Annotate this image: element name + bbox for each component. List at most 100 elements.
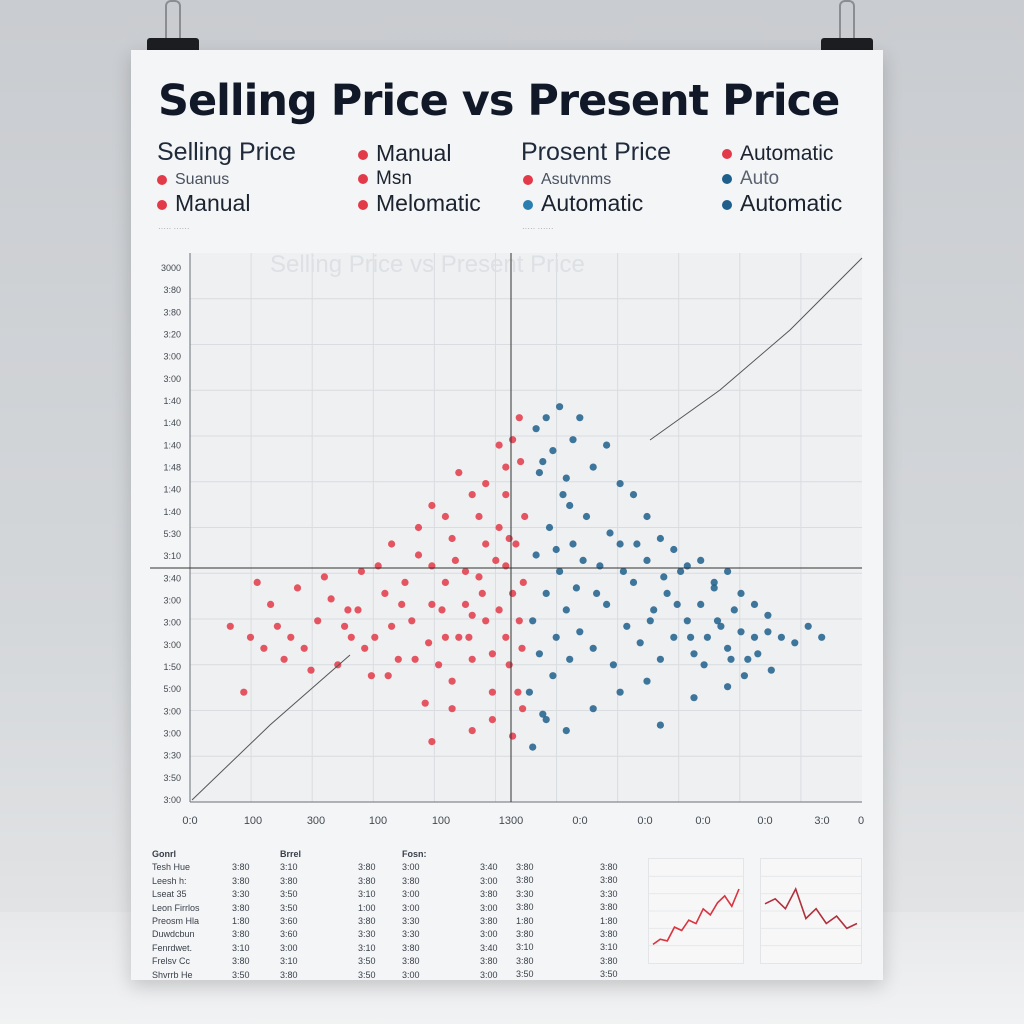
- scatter-point: [246, 633, 255, 641]
- scatter-point: [388, 622, 396, 630]
- scatter-point: [240, 688, 248, 696]
- scatter-point: [646, 617, 654, 625]
- mini-chart-left: [648, 858, 744, 964]
- scatter-point: [293, 584, 302, 592]
- scatter-point: [673, 600, 681, 609]
- scatter-point: [495, 606, 503, 614]
- scatter-point: [421, 699, 429, 707]
- table-cell: 3:80: [516, 929, 534, 940]
- scatter-point: [438, 606, 446, 614]
- table-cell: 3:50: [280, 902, 298, 913]
- x-tick-labels: 0:0 100 300 100 100 1300 0:0 0:0 0:0 0:0 3:0 0: [182, 815, 864, 827]
- table-cell: 3:80: [358, 916, 376, 927]
- scatter-point: [539, 458, 547, 466]
- data-points: [226, 403, 826, 751]
- scatter-point: [518, 644, 526, 652]
- scatter-point: [730, 606, 738, 614]
- table-cell: 3:30: [402, 916, 420, 927]
- table-cell: Leesh h:: [152, 875, 187, 886]
- table-cell: 3:80: [232, 862, 250, 873]
- table-cell: 3:10: [232, 942, 250, 953]
- scatter-point: [744, 655, 752, 663]
- x-tick-label: 100: [432, 815, 450, 827]
- scatter-point: [629, 578, 638, 587]
- table-cell: 3:30: [358, 929, 376, 940]
- scatter-point: [804, 622, 812, 630]
- scatter-point: [273, 622, 281, 630]
- scatter-point: [414, 551, 423, 559]
- legend-dot: [358, 173, 368, 184]
- scatter-point: [408, 617, 416, 625]
- scatter-point: [455, 469, 463, 477]
- table-cell: 3:30: [516, 888, 534, 899]
- scatter-point: [566, 655, 574, 663]
- scatter-point: [300, 644, 308, 652]
- table-cell: Fosn:: [402, 849, 427, 859]
- scatter-point: [727, 655, 735, 663]
- scatter-point: [633, 540, 641, 548]
- scatter-point: [616, 688, 624, 696]
- legend-item-msn: Msn: [358, 168, 412, 190]
- table-column: 3:80 3:80 3:30 3:80 1:80 3:80 3:10 3:80 3:50: [600, 861, 618, 982]
- table-cell: 3:00: [480, 902, 498, 913]
- x-tick-label: 3:0: [814, 815, 829, 827]
- table-cell: 3:10: [280, 862, 298, 873]
- sparkline-left: [649, 875, 743, 947]
- table-cell: 3:80: [232, 956, 250, 967]
- y-tick-labels: 3000 3:80 3:80 3:20 3:00 3:00 1:40 1:40 1:40 1:48…: [161, 263, 181, 805]
- scatter-point: [482, 617, 490, 625]
- scatter-point: [552, 545, 560, 554]
- table-cell: 3:80: [480, 916, 498, 927]
- scatter-point: [260, 644, 268, 652]
- x-tick-label: 100: [369, 815, 387, 827]
- scatter-point: [740, 672, 749, 680]
- scatter-point: [280, 655, 288, 663]
- scatter-point: [401, 578, 409, 587]
- x-tick-label: 100: [244, 815, 262, 827]
- scatter-point: [398, 600, 406, 609]
- scatter-point: [411, 655, 419, 663]
- x-tick-label: 1300: [499, 815, 523, 827]
- table-cell: 3:80: [480, 889, 498, 900]
- scatter-point: [562, 474, 570, 482]
- table-cell: Gonrl: [152, 849, 176, 859]
- table-cell: 3:60: [280, 929, 298, 940]
- fine-print-right: ····· ······: [522, 224, 554, 233]
- table-cell: 3:80: [516, 875, 534, 886]
- trend-line-right: [649, 257, 863, 441]
- scatter-point: [576, 628, 584, 636]
- scatter-point: [384, 672, 392, 680]
- table-cell: Tesh Hue: [152, 862, 191, 873]
- scatter-point: [643, 677, 651, 685]
- scatter-point: [767, 666, 775, 674]
- legend-item-auto: Auto: [722, 168, 779, 190]
- scatter-point: [656, 721, 665, 729]
- scatter-point: [539, 710, 547, 718]
- table-cell: 3:80: [232, 902, 250, 913]
- y-tick-label: 3:80: [163, 285, 181, 295]
- table-cell: 3:80: [516, 955, 534, 966]
- scatter-point: [428, 738, 436, 746]
- table-cell: 3:60: [280, 916, 298, 927]
- scatter-point: [724, 567, 732, 576]
- scatter-point: [549, 447, 557, 455]
- grid-lines: [190, 253, 862, 802]
- scatter-point: [687, 633, 695, 641]
- x-tick-label: 0:0: [572, 815, 587, 827]
- scatter-point: [552, 633, 560, 641]
- table-cell: Lseat 35: [152, 889, 187, 900]
- legend-dot: [722, 199, 732, 210]
- legend-dot: [358, 199, 368, 210]
- scatter-point: [703, 633, 712, 641]
- scatter-point: [508, 436, 517, 444]
- scatter-point: [606, 529, 614, 537]
- scatter-point: [461, 600, 470, 609]
- table-cell: 3:80: [280, 969, 298, 980]
- scatter-point: [535, 469, 544, 477]
- table-cell: [232, 848, 272, 861]
- scatter-point: [579, 556, 587, 565]
- table-cell: 3:80: [480, 956, 498, 967]
- table-column: 3:80 3:80 3:10 1:00 3:80 3:30 3:10 3:50 3:50: [358, 848, 398, 982]
- scatter-point: [488, 688, 496, 696]
- scatter-point: [488, 716, 496, 724]
